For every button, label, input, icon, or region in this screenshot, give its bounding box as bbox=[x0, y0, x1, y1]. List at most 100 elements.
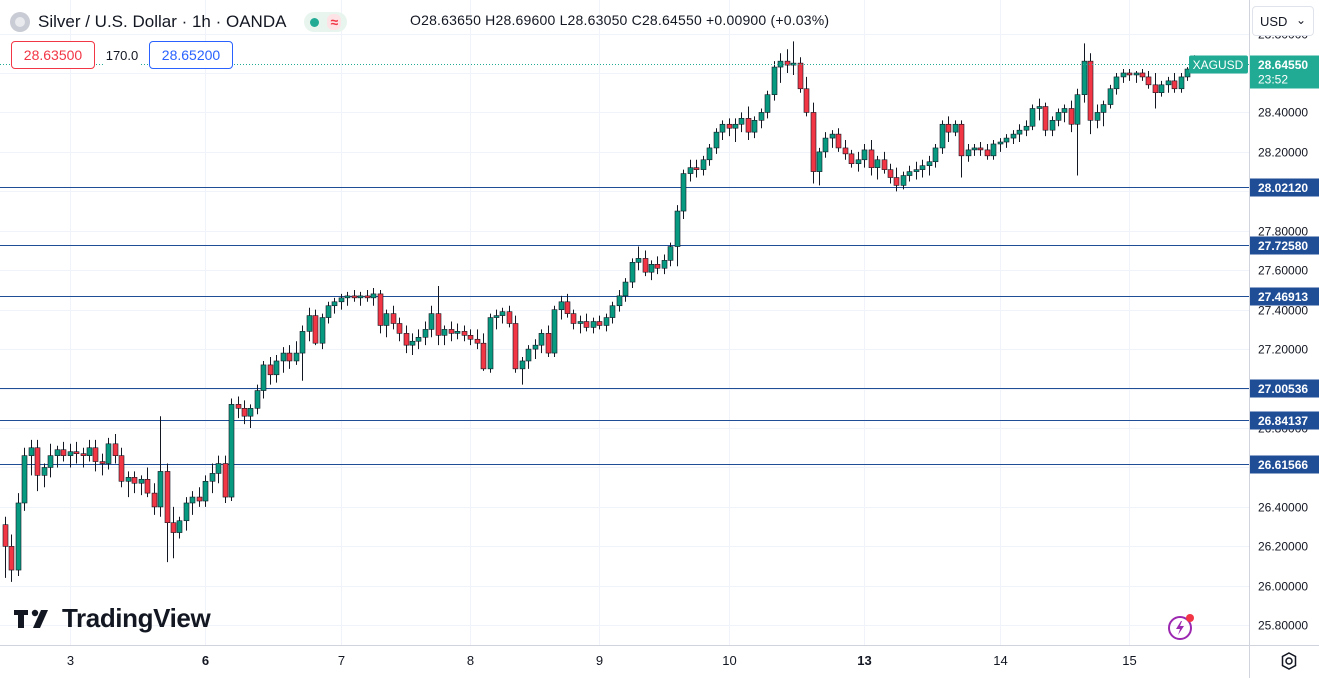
candle-body bbox=[377, 293, 384, 326]
candle-body bbox=[958, 123, 965, 157]
candle-body bbox=[797, 62, 804, 90]
gear-icon[interactable] bbox=[1279, 651, 1299, 671]
level-label-bg bbox=[1250, 178, 1319, 197]
candle-body bbox=[900, 175, 907, 186]
candle-body bbox=[1094, 112, 1101, 121]
time-tick-label: 6 bbox=[202, 653, 209, 668]
candle-body bbox=[939, 123, 946, 149]
candle-body bbox=[642, 258, 649, 273]
candle-body bbox=[577, 321, 584, 324]
time-axis[interactable]: 3 6 7 8 9 10 13 14 15 bbox=[67, 653, 1137, 668]
candle-body bbox=[519, 360, 526, 370]
time-tick-label: 9 bbox=[596, 653, 603, 668]
candle-body bbox=[196, 496, 203, 502]
candle-body bbox=[428, 313, 435, 330]
candle-body bbox=[706, 147, 713, 161]
candle-body bbox=[1139, 72, 1146, 78]
level-label-bg bbox=[1250, 379, 1319, 398]
candle-body bbox=[15, 502, 22, 571]
candle-body bbox=[41, 467, 48, 476]
spread-value: 170.0 bbox=[104, 41, 140, 69]
candle-body bbox=[351, 295, 358, 299]
candle-body bbox=[415, 336, 422, 342]
candle-body bbox=[319, 317, 326, 344]
candle-body bbox=[977, 147, 984, 151]
candle-body bbox=[835, 133, 842, 149]
candle-body bbox=[1178, 76, 1185, 90]
candle-body bbox=[1100, 104, 1107, 113]
price-tick-label: 27.40000 bbox=[1258, 304, 1308, 318]
price-tick-label: 26.40000 bbox=[1258, 501, 1308, 515]
candle-body bbox=[906, 171, 913, 176]
candle-body bbox=[235, 404, 242, 409]
candle-body bbox=[435, 313, 442, 336]
candle-body bbox=[364, 295, 371, 299]
candle-body bbox=[965, 149, 972, 157]
buy-price-button[interactable]: 28.65200 bbox=[149, 41, 233, 69]
candle-body bbox=[713, 131, 720, 149]
candle-body bbox=[512, 323, 519, 370]
candle-body bbox=[984, 149, 991, 157]
last-price-label: 28.64550 bbox=[1258, 58, 1308, 72]
candle-body bbox=[629, 262, 636, 283]
candle-body bbox=[474, 338, 481, 344]
candle-body bbox=[331, 301, 338, 307]
candle-body bbox=[286, 352, 293, 362]
candle-body bbox=[525, 348, 532, 362]
symbol-title[interactable]: Silver / U.S. Dollar · 1h · OANDA bbox=[38, 12, 287, 31]
candle-body bbox=[67, 451, 74, 456]
candle-body bbox=[112, 443, 119, 456]
candle-body bbox=[842, 147, 849, 155]
price-tick-label: 28.40000 bbox=[1258, 106, 1308, 120]
candle-body bbox=[2, 524, 9, 547]
candle-body bbox=[80, 453, 87, 456]
chart-grid bbox=[0, 0, 1249, 645]
candle-body bbox=[131, 477, 138, 484]
candle-body bbox=[751, 120, 758, 133]
candle-body bbox=[1049, 120, 1056, 131]
time-tick-label: 15 bbox=[1122, 653, 1136, 668]
lightning-icon[interactable] bbox=[1166, 612, 1196, 642]
candle-body bbox=[538, 333, 545, 346]
candle-body bbox=[603, 317, 610, 326]
candle-body bbox=[183, 502, 190, 522]
candle-body bbox=[822, 137, 829, 153]
candle-body bbox=[758, 112, 765, 121]
currency-selector[interactable]: USD ⌄ bbox=[1252, 6, 1314, 36]
candle-body bbox=[222, 463, 229, 498]
bar-countdown: 23:52 bbox=[1258, 73, 1288, 87]
status-pill[interactable]: ≈ bbox=[304, 12, 348, 32]
level-label: 27.72580 bbox=[1258, 239, 1308, 253]
price-tick-label: 27.20000 bbox=[1258, 343, 1308, 357]
candle-body bbox=[390, 313, 397, 324]
candle-body bbox=[441, 329, 448, 336]
time-tick-label: 13 bbox=[857, 653, 871, 668]
candle-body bbox=[551, 309, 558, 354]
candle-body bbox=[945, 123, 952, 133]
candle-body bbox=[338, 297, 345, 303]
wave-icon[interactable]: ≈ bbox=[327, 14, 342, 30]
candle-body bbox=[874, 159, 881, 168]
level-label-bg bbox=[1250, 236, 1319, 255]
candle-body bbox=[448, 329, 455, 334]
candle-body bbox=[732, 123, 739, 129]
candle-body bbox=[409, 340, 416, 346]
tradingview-logo[interactable]: TradingView bbox=[14, 603, 211, 634]
candle-body bbox=[325, 305, 332, 318]
candle-body bbox=[829, 133, 836, 139]
candle-body bbox=[868, 149, 875, 168]
candle-body bbox=[370, 293, 377, 299]
time-tick-label: 3 bbox=[67, 653, 74, 668]
level-label-bg bbox=[1250, 287, 1319, 306]
candle-body bbox=[506, 311, 513, 324]
candle-body bbox=[1029, 108, 1036, 127]
sell-price-button[interactable]: 28.63500 bbox=[11, 41, 95, 69]
candle-body bbox=[1055, 112, 1062, 121]
tradingview-logo-icon bbox=[14, 609, 48, 628]
candle-body bbox=[596, 321, 603, 326]
candle-body bbox=[105, 443, 112, 464]
symbol-header[interactable]: Silver / U.S. Dollar · 1h · OANDA ≈ bbox=[10, 10, 348, 34]
candle-body bbox=[674, 210, 681, 247]
candle-body bbox=[144, 479, 151, 494]
